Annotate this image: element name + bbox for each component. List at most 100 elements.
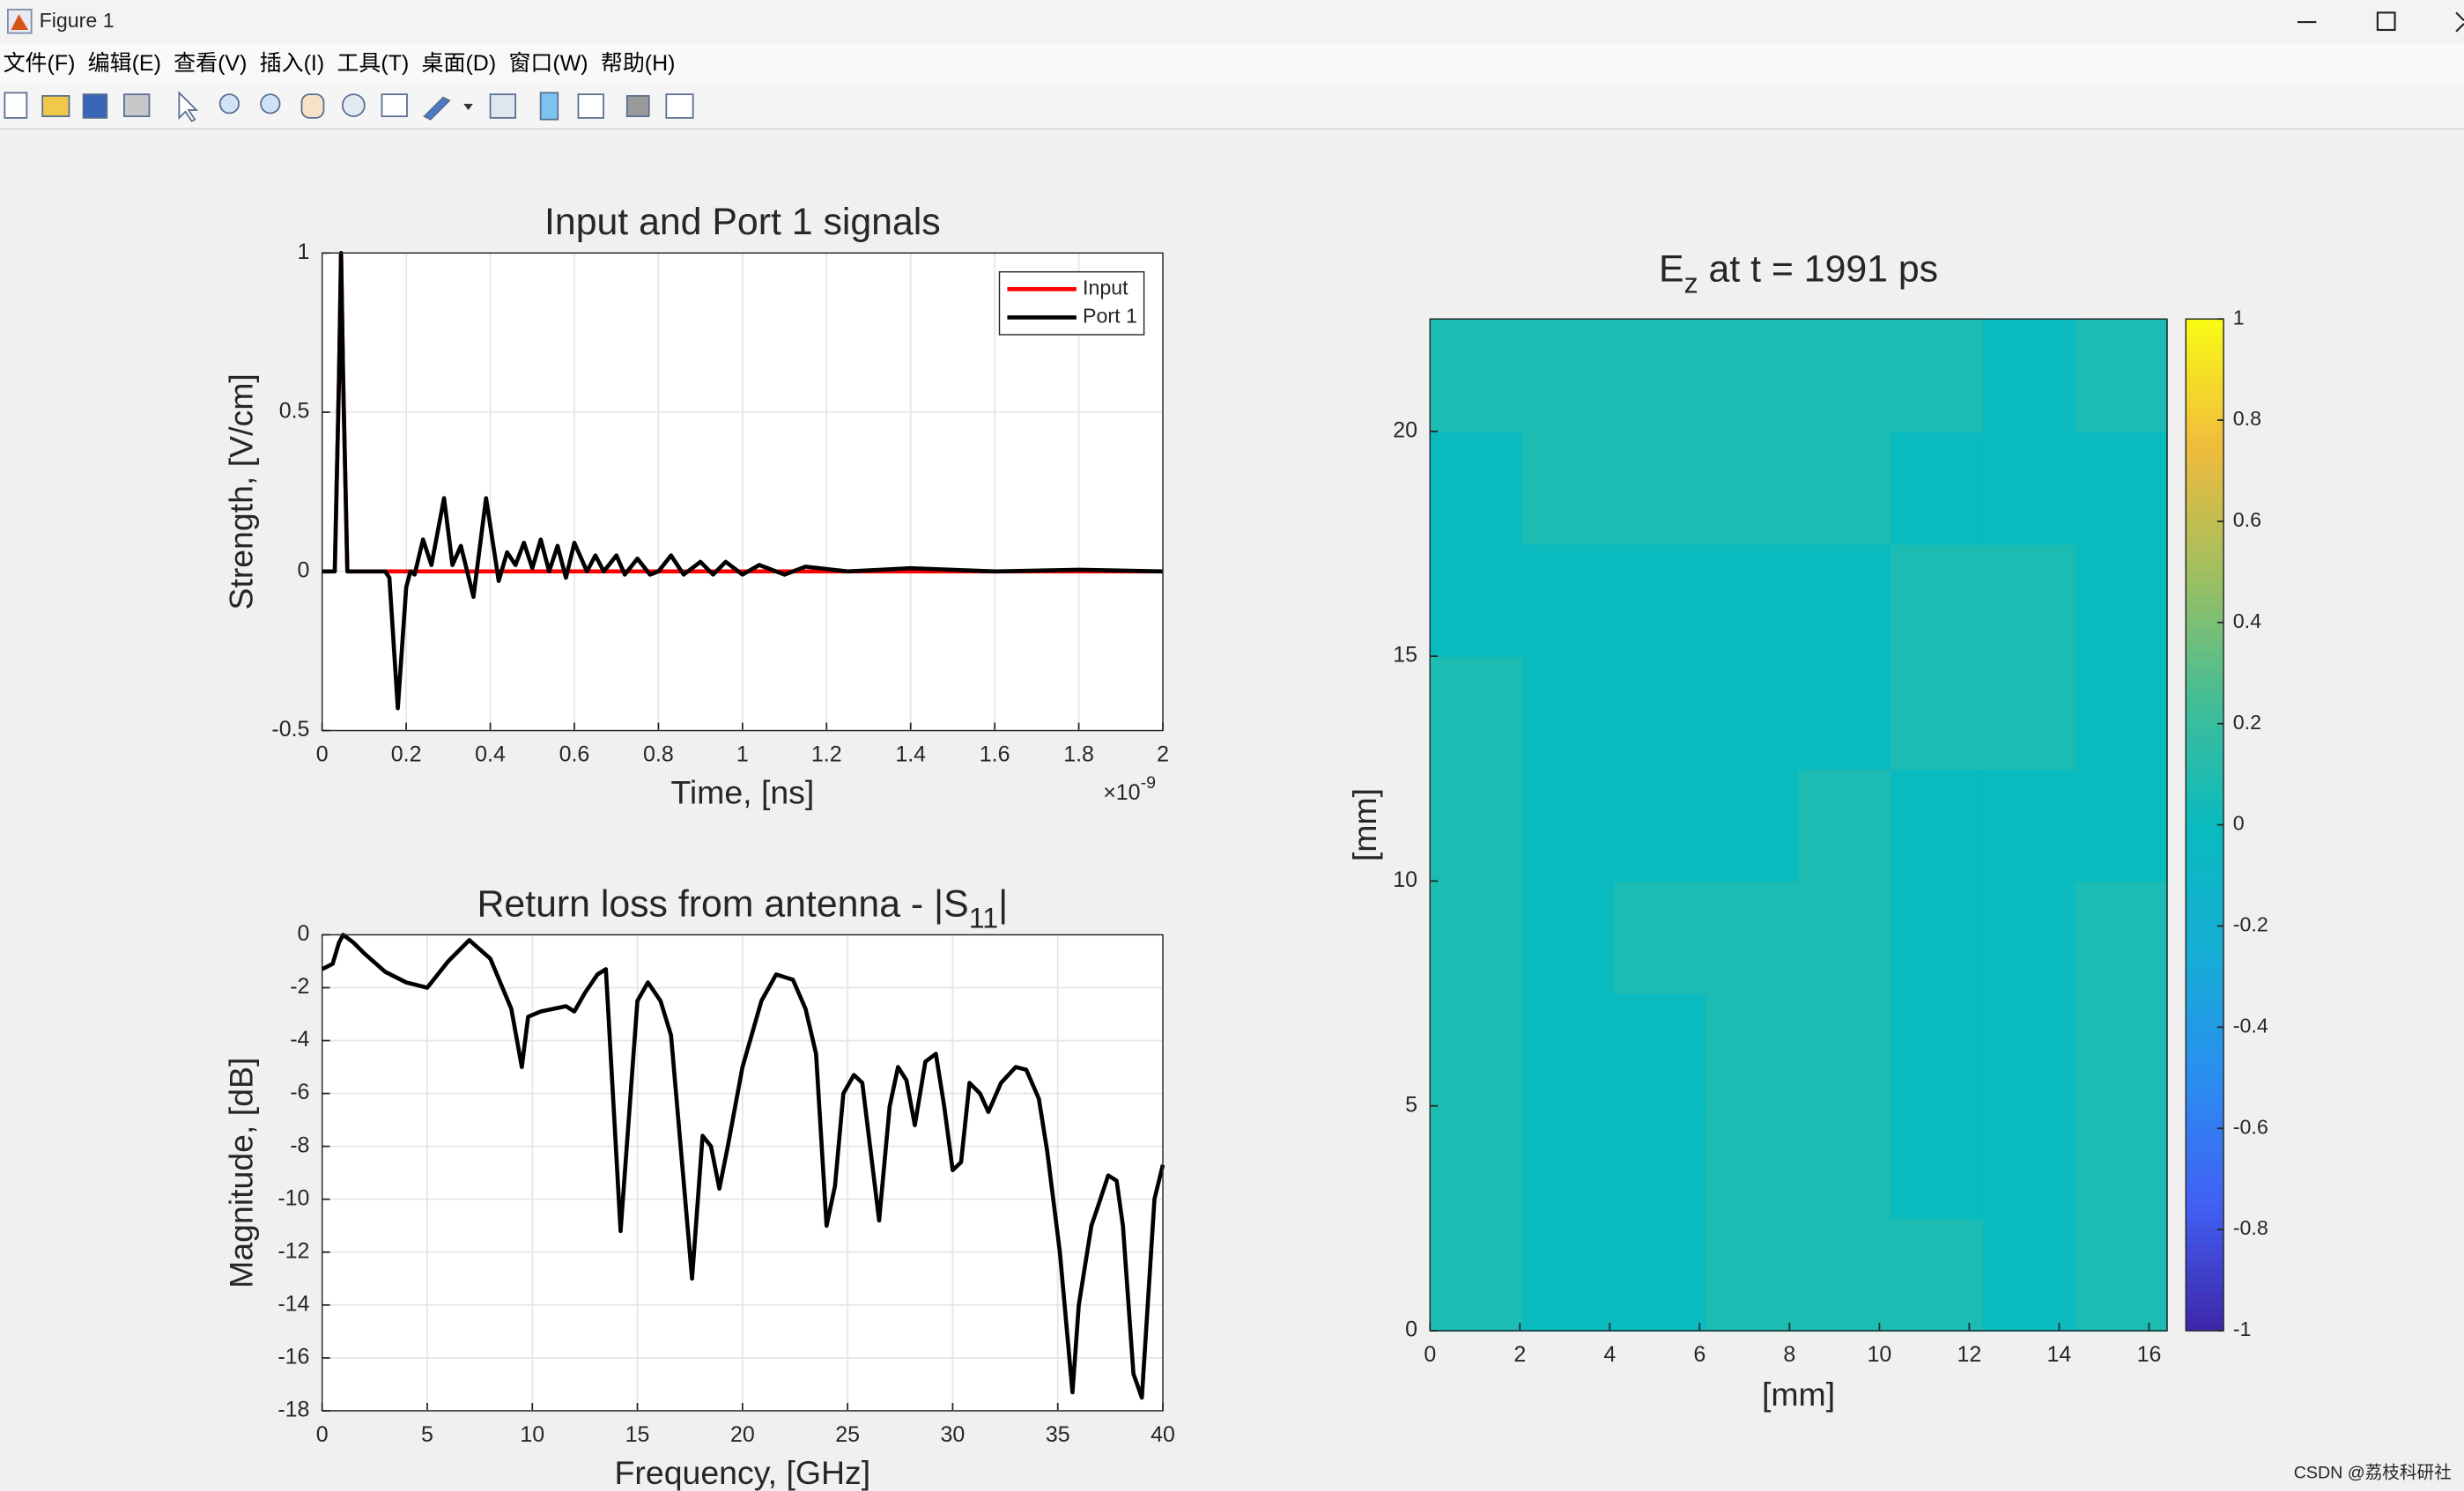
menu-item[interactable]: 查看(V): [174, 51, 247, 76]
heatmap-cell: [1521, 319, 1616, 432]
colorbar-swatch: [2186, 1212, 2224, 1222]
colorbar-button[interactable]: [539, 92, 559, 121]
colorbar-swatch: [2186, 1148, 2224, 1158]
colorbar-swatch: [2186, 745, 2224, 755]
x-tick-label: 2: [1513, 1342, 1526, 1367]
colorbar-tick-label: -1: [2233, 1318, 2252, 1340]
pan-button[interactable]: [300, 93, 325, 119]
colorbar-swatch: [2186, 579, 2224, 589]
colorbar-swatch: [2186, 1045, 2224, 1055]
heatmap-cell: [1798, 768, 1892, 882]
zoom-in-button[interactable]: [218, 93, 240, 114]
colorbar-swatch: [2186, 1180, 2224, 1190]
brush-button[interactable]: [423, 96, 451, 121]
colorbar-swatch: [2186, 469, 2224, 478]
new-button[interactable]: [4, 92, 28, 119]
heatmap-cell: [1982, 543, 2076, 658]
legend-button[interactable]: [577, 93, 604, 119]
colorbar-tick-label: 0.6: [2233, 508, 2261, 531]
colorbar-swatch: [2186, 1156, 2224, 1166]
rotate-button[interactable]: [341, 93, 366, 117]
heatmap-cell: [1430, 656, 1523, 770]
x-axis-label: [mm]: [1762, 1376, 1835, 1413]
x-tick-label: 0: [316, 742, 329, 767]
colorbar-tick-label: 0.2: [2233, 711, 2261, 734]
colorbar-swatch: [2186, 872, 2224, 882]
x-tick-label: 25: [835, 1422, 860, 1447]
menu-item[interactable]: 编辑(E): [88, 51, 161, 76]
maximize-button[interactable]: [2376, 11, 2396, 32]
heatmap-cell: [1614, 881, 1708, 995]
colorbar-tick-label: 1: [2233, 306, 2245, 328]
axes-frame: [1429, 318, 2168, 1332]
y-tick-label: -16: [277, 1344, 309, 1369]
heatmap-cell: [1982, 1105, 2076, 1220]
title-bar: [0, 0, 2464, 45]
data-line: [322, 250, 1164, 711]
y-tick-label: 0: [298, 557, 310, 582]
x-tick-label: 2: [1157, 742, 1169, 767]
select-button[interactable]: [178, 91, 199, 122]
heatmap-cell: [1706, 319, 1800, 432]
colorbar-swatch: [2186, 1014, 2224, 1023]
menu-item[interactable]: 帮助(H): [601, 51, 676, 76]
y-axis-label: Strength, [V/cm]: [222, 373, 259, 609]
colorbar-swatch: [2186, 1307, 2224, 1316]
heatmap-cell: [1798, 1218, 1892, 1332]
close-button[interactable]: [2455, 11, 2464, 33]
x-tick-label: 0.6: [559, 742, 590, 767]
menu-item[interactable]: 工具(T): [337, 51, 409, 76]
colorbar-swatch: [2186, 737, 2224, 747]
colorbar-swatch: [2186, 753, 2224, 763]
colorbar-swatch: [2186, 1315, 2224, 1324]
colorbar-swatch: [2186, 1101, 2224, 1111]
open-button[interactable]: [41, 95, 70, 117]
save-button[interactable]: [82, 93, 108, 119]
heatmap-cell: [1521, 768, 1616, 882]
colorbar-swatch: [2186, 698, 2224, 707]
link-button[interactable]: [489, 93, 516, 119]
heatmap-cell: [2075, 881, 2168, 995]
heatmap-cell: [1982, 881, 2076, 995]
heatmap-cell: [1521, 1218, 1616, 1332]
dock-button[interactable]: [665, 93, 694, 119]
y-tick-label: 5: [1405, 1092, 1417, 1117]
colorbar-swatch: [2186, 1259, 2224, 1268]
colorbar-swatch: [2186, 508, 2224, 518]
menu-item[interactable]: 窗口(W): [508, 51, 588, 76]
title-subscript: z: [1684, 268, 1698, 299]
y-tick-label: -10: [277, 1185, 309, 1210]
colorbar-swatch: [2186, 943, 2224, 952]
y-tick-label: -6: [290, 1080, 309, 1104]
print-button[interactable]: [123, 93, 151, 117]
datatip-button[interactable]: [381, 93, 408, 117]
colorbar-tick-label: -0.2: [2233, 913, 2268, 936]
menu-item[interactable]: 桌面(D): [422, 51, 497, 76]
brush-menu[interactable]: [463, 103, 473, 110]
colorbar-swatch: [2186, 492, 2224, 502]
hide-tools-button[interactable]: [625, 95, 650, 117]
menu-item[interactable]: 文件(F): [4, 51, 76, 76]
colorbar-swatch: [2186, 959, 2224, 968]
menu-item[interactable]: 插入(I): [260, 51, 325, 76]
colorbar-swatch: [2186, 1125, 2224, 1134]
heatmap-cell: [1430, 543, 1523, 658]
heatmap-cell: [1614, 768, 1708, 882]
colorbar-swatch: [2186, 904, 2224, 913]
heatmap-cell: [1614, 319, 1708, 432]
colorbar-swatch: [2186, 1140, 2224, 1150]
colorbar-swatch: [2186, 721, 2224, 731]
colorbar-swatch: [2186, 421, 2224, 431]
colorbar-swatch: [2186, 1275, 2224, 1284]
y-tick-label: -0.5: [271, 717, 309, 742]
x-tick-label: 1.4: [895, 742, 926, 767]
y-axis-label: Magnitude, [dB]: [222, 1058, 259, 1288]
colorbar-swatch: [2186, 667, 2224, 675]
colorbar-swatch: [2186, 374, 2224, 383]
colorbar-swatch: [2186, 1093, 2224, 1103]
zoom-out-button[interactable]: [260, 93, 281, 114]
colorbar-swatch: [2186, 840, 2224, 850]
colorbar-swatch: [2186, 1037, 2224, 1047]
heatmap-cell: [1521, 431, 1616, 545]
